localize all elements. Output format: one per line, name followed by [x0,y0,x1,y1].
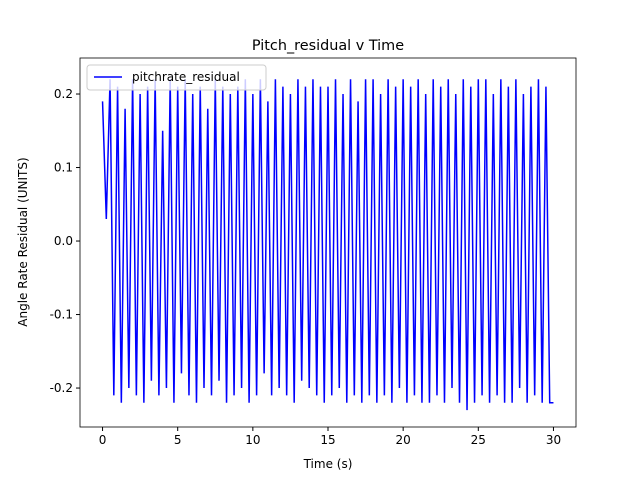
legend-label: pitchrate_residual [132,70,240,84]
x-tick-label: 10 [245,433,260,447]
y-tick-label: 0.1 [54,161,73,175]
y-tick-label: -0.1 [50,308,73,322]
y-tick-label: -0.2 [50,381,73,395]
data-line [101,79,554,411]
legend-box [86,64,267,91]
x-tick-label: 25 [471,433,486,447]
x-tick-label: 20 [396,433,411,447]
x-tick-label: 15 [320,433,335,447]
chart-title: Pitch_residual v Time [252,38,404,54]
plot-frame [79,57,577,428]
y-tick-label: 0.2 [54,87,73,101]
x-tick-label: 0 [99,433,107,447]
x-tick-label: 5 [174,433,182,447]
x-tick-label: 30 [546,433,561,447]
y-axis-label: Angle Rate Residual (UNITS) [16,157,30,326]
y-tick-label: 0.0 [54,234,73,248]
x-axis-label: Time (s) [303,457,353,471]
